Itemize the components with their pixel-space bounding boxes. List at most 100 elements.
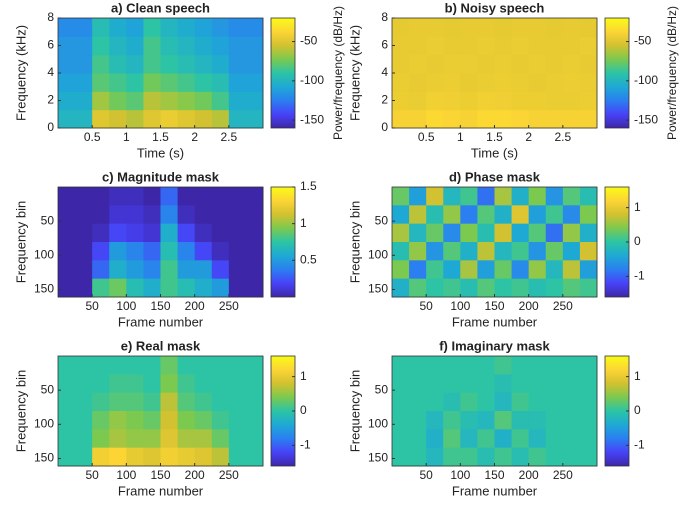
heatmap-cell (177, 54, 196, 74)
heatmap-cell (545, 187, 564, 206)
heatmap-cell (75, 187, 93, 206)
heatmap-cell (109, 411, 127, 430)
x-axis-label: Frame number (452, 314, 538, 329)
heatmap-cell (443, 73, 461, 92)
heatmap-cell (228, 278, 247, 298)
heatmap-cell (426, 73, 444, 92)
heatmap-cell (426, 242, 444, 261)
heatmap-cell (228, 73, 247, 92)
heatmap-cell (194, 109, 213, 129)
heatmap-cell (143, 411, 161, 430)
heatmap-cell (460, 223, 478, 243)
heatmap-cell (126, 374, 144, 394)
heatmap-cell (109, 109, 127, 129)
heatmap-cell (426, 447, 444, 467)
x-axis-label: Time (s) (471, 145, 518, 160)
heatmap-cell (75, 109, 93, 129)
heatmap-cell (109, 242, 127, 261)
heatmap-cell (426, 411, 444, 430)
colorbar-label: Power/frequency (dB/Hz) (665, 6, 679, 140)
y-axis-label: Frequency bin (13, 201, 28, 283)
heatmap-cell (477, 411, 495, 430)
heatmap-cell (562, 223, 581, 243)
y-axis-label: Frequency (kHz) (347, 25, 362, 121)
heatmap-cell (92, 18, 110, 37)
heatmap-cell (494, 260, 513, 280)
heatmap-cell (160, 109, 179, 129)
heatmap-cell (409, 242, 427, 261)
heatmap-cell (477, 447, 495, 467)
colorbar (604, 186, 630, 298)
heatmap-cell (477, 205, 495, 225)
heatmap-cell (75, 374, 93, 394)
heatmap-cell (579, 429, 598, 449)
heatmap-cell (211, 73, 230, 92)
heatmap-cell (245, 411, 264, 430)
colorbar-tick-label: -150 (300, 112, 324, 126)
heatmap-cell (511, 278, 530, 298)
heatmap-cell (511, 73, 530, 92)
x-tick-label: 250 (553, 468, 573, 482)
heatmap-cell (160, 91, 179, 111)
heatmap-cell (477, 242, 495, 261)
heatmap-cell (126, 223, 144, 243)
heatmap-cell (160, 36, 179, 56)
heatmap-cell (211, 429, 230, 449)
heatmap-cell (143, 54, 161, 74)
x-tick-label: 50 (85, 299, 99, 313)
heatmap-cell (160, 356, 179, 375)
y-tick-label: 4 (47, 65, 54, 79)
heatmap-cell (126, 91, 144, 111)
heatmap-cell (109, 91, 127, 111)
heatmap-cell (211, 109, 230, 129)
x-tick-label: 250 (219, 468, 239, 482)
heatmap-cell (211, 447, 230, 467)
heatmap-cell (426, 54, 444, 74)
heatmap-cell (562, 54, 581, 74)
heatmap-cell (245, 91, 264, 111)
heatmap-cell (126, 278, 144, 298)
heatmap-cell (58, 91, 76, 111)
heatmap-cell (528, 374, 547, 394)
heatmap-cell (545, 260, 564, 280)
x-tick-label: 200 (519, 299, 539, 313)
heatmap-cell (245, 54, 264, 74)
heatmap-cell (126, 429, 144, 449)
heatmap-cell (194, 242, 213, 261)
x-tick-label: 150 (150, 299, 170, 313)
y-tick-label: 50 (375, 213, 389, 227)
x-tick-label: 150 (484, 299, 504, 313)
heatmap-cell (92, 242, 110, 261)
heatmap-cell (194, 392, 213, 412)
heatmap-cell (160, 18, 179, 37)
heatmap-cell (409, 260, 427, 280)
heatmap-cell (562, 411, 581, 430)
heatmap-cell (562, 278, 581, 298)
heatmap-cell (409, 278, 427, 298)
heatmap-cell (177, 260, 196, 280)
heatmap-cell (443, 36, 461, 56)
heatmap-cell (75, 91, 93, 111)
heatmap-cell (126, 109, 144, 129)
heatmap-cell (528, 54, 547, 74)
heatmap-cell (126, 205, 144, 225)
heatmap-cell (409, 18, 427, 37)
heatmap-cell (143, 392, 161, 412)
heatmap-cell (477, 278, 495, 298)
colorbar (604, 17, 630, 129)
heatmap-cell (143, 205, 161, 225)
x-tick-label: 200 (185, 299, 205, 313)
heatmap-cell (211, 242, 230, 261)
heatmap-cell (494, 392, 513, 412)
heatmap-cell (228, 91, 247, 111)
heatmap-cell (545, 411, 564, 430)
heatmap-cell (194, 278, 213, 298)
y-tick-label: 50 (41, 382, 55, 396)
heatmap-cell (579, 36, 598, 56)
heatmap-cell (245, 187, 264, 206)
x-tick-label: 2.5 (554, 130, 571, 144)
heatmap-cell (58, 36, 76, 56)
colorbar (270, 17, 296, 129)
heatmap-cell (143, 260, 161, 280)
heatmap-cell (511, 223, 530, 243)
